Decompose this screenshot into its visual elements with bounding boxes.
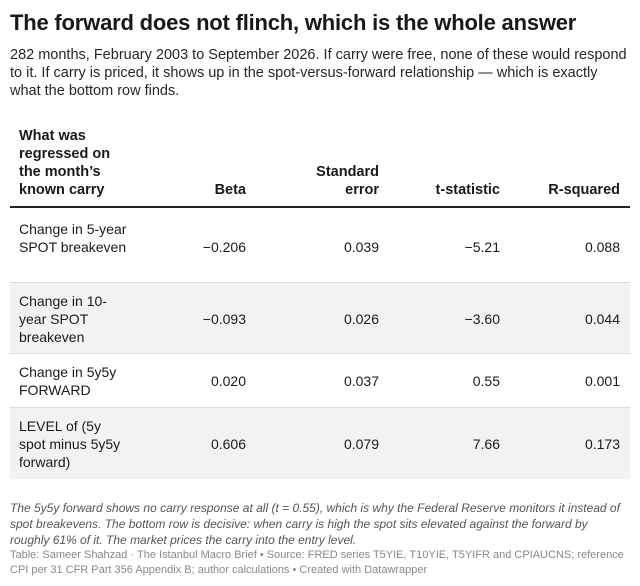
source-credit: Table: Sameer Shahzad · The Istanbul Mac…	[10, 549, 624, 576]
table-row: Change in 5-year SPOT breakeven −0.206 0…	[10, 208, 630, 283]
cell-t-statistic: 0.55	[472, 373, 500, 389]
header-t-statistic: t-statistic	[435, 182, 500, 198]
page-title: The forward does not flinch, which is th…	[10, 10, 577, 35]
row-label: Change in 10-year SPOT breakeven	[19, 293, 107, 345]
cell-t-statistic: 7.66	[472, 436, 500, 452]
cell-standard-error: 0.037	[343, 373, 379, 389]
cell-beta: −0.093	[202, 311, 246, 327]
cell-r-squared: 0.044	[584, 311, 620, 327]
table-notes: The 5y5y forward shows no carry response…	[10, 501, 620, 547]
cell-t-statistic: −3.60	[464, 311, 500, 327]
page-subtitle: 282 months, February 2003 to September 2…	[10, 47, 627, 99]
header-standard-error: Standard error	[316, 164, 379, 198]
table-header: What was regressed on the month’s known …	[10, 128, 630, 208]
table-row: Change in 5y5y FORWARD 0.020 0.037 0.55 …	[10, 354, 630, 408]
cell-standard-error: 0.079	[343, 436, 379, 452]
cell-t-statistic: −5.21	[464, 239, 500, 255]
row-label: LEVEL of (5y spot minus 5y5y forward)	[19, 418, 121, 470]
cell-beta: 0.606	[210, 436, 246, 452]
table-row: Change in 10-year SPOT breakeven −0.093 …	[10, 283, 630, 354]
cell-standard-error: 0.039	[343, 239, 379, 255]
cell-r-squared: 0.001	[584, 373, 620, 389]
cell-beta: 0.020	[210, 373, 246, 389]
cell-standard-error: 0.026	[343, 311, 379, 327]
header-label: What was regressed on the month’s known …	[19, 128, 111, 198]
table-row: LEVEL of (5y spot minus 5y5y forward) 0.…	[10, 408, 630, 479]
cell-beta: −0.206	[202, 239, 246, 255]
row-label: Change in 5y5y FORWARD	[19, 364, 117, 398]
row-label: Change in 5-year SPOT breakeven	[19, 221, 127, 255]
header-r-squared: R-squared	[548, 182, 620, 198]
header-beta: Beta	[214, 182, 246, 198]
cell-r-squared: 0.173	[584, 436, 620, 452]
cell-r-squared: 0.088	[584, 239, 620, 255]
results-table: What was regressed on the month’s known …	[10, 128, 630, 479]
